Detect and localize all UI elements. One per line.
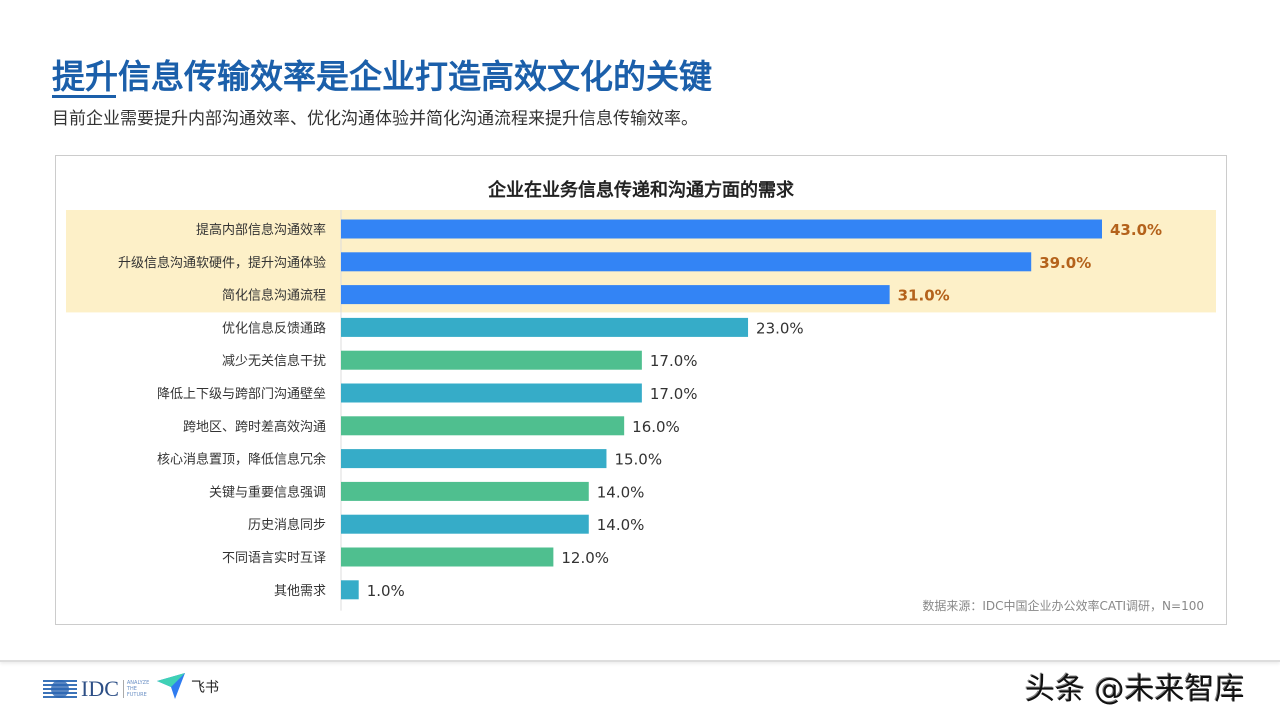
bar xyxy=(341,547,554,567)
bar xyxy=(341,481,589,501)
watermark: 头条 @未来智库 xyxy=(1025,672,1245,707)
idc-tagline: ANALYZE THE FUTURE xyxy=(122,680,149,698)
feishu-text: 飞书 xyxy=(191,680,219,696)
idc-logo-text: IDC xyxy=(81,676,119,701)
category-label: 简化信息沟通流程 xyxy=(222,288,326,304)
feishu-plane-icon xyxy=(157,673,185,699)
idc-logo: IDC ANALYZE THE FUTURE xyxy=(43,676,149,702)
category-label: 跨地区、跨时差高效沟通 xyxy=(183,419,326,435)
category-label: 减少无关信息干扰 xyxy=(222,353,326,369)
page-subtitle: 目前企业需要提升内部沟通效率、优化沟通体验并简化沟通流程来提升信息传输效率。 xyxy=(52,109,698,129)
bar xyxy=(341,219,1102,239)
value-label: 15.0% xyxy=(614,451,662,469)
value-label: 17.0% xyxy=(650,385,698,403)
slide: 提升信息传输效率是企业打造高效文化的关键 目前企业需要提升内部沟通效率、优化沟通… xyxy=(0,57,1280,662)
value-label: 23.0% xyxy=(756,319,804,337)
value-label: 17.0% xyxy=(650,352,698,370)
page-title: 提升信息传输效率是企业打造高效文化的关键 xyxy=(52,57,712,96)
category-label: 升级信息沟通软硬件，提升沟通体验 xyxy=(118,255,326,271)
value-label: 1.0% xyxy=(367,582,405,600)
bar xyxy=(341,580,359,600)
chart-title: 企业在业务信息传递和沟通方面的需求 xyxy=(487,179,795,201)
bar xyxy=(341,416,625,436)
feishu-logo: 飞书 xyxy=(157,673,219,701)
bar xyxy=(341,285,890,305)
bar xyxy=(341,317,749,337)
category-label: 历史消息同步 xyxy=(248,517,326,533)
category-label: 降低上下级与跨部门沟通壁垒 xyxy=(157,387,326,402)
category-label: 核心消息置顶，降低信息冗余 xyxy=(157,452,326,468)
bar xyxy=(341,383,642,403)
bar xyxy=(341,449,607,469)
value-label: 39.0% xyxy=(1039,254,1091,272)
bar xyxy=(341,350,642,370)
idc-globe-icon xyxy=(43,680,77,698)
value-label: 43.0% xyxy=(1110,221,1162,239)
category-label: 关键与重要信息强调 xyxy=(209,484,326,500)
chart-panel: 企业在业务信息传递和沟通方面的需求提高内部信息沟通效率 43.0% 升级信息沟通软硬… xyxy=(55,155,1227,625)
category-label: 优化信息反馈通路 xyxy=(222,320,326,336)
value-label: 14.0% xyxy=(597,516,645,534)
title-underline xyxy=(52,95,116,98)
data-source: 数据来源：IDC中国企业办公效率CATI调研，N=100 xyxy=(922,599,1204,613)
value-label: 12.0% xyxy=(561,549,609,567)
value-label: 14.0% xyxy=(597,483,645,501)
category-label: 提高内部信息沟通效率 xyxy=(196,222,326,238)
value-label: 31.0% xyxy=(898,287,950,305)
category-label: 其他需求 xyxy=(274,584,326,599)
bar xyxy=(341,514,589,534)
bar xyxy=(341,252,1032,272)
value-label: 16.0% xyxy=(632,418,680,436)
category-label: 不同语言实时互译 xyxy=(222,551,326,566)
